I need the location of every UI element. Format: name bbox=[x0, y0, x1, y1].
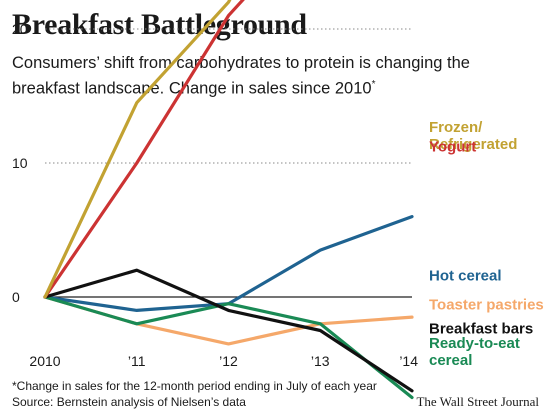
y-tick-label: 0 bbox=[12, 289, 20, 305]
series-line-yogurt bbox=[43, 0, 245, 299]
y-axis-ticks: 40%3020100–10 bbox=[12, 21, 28, 305]
publisher-credit: The Wall Street Journal bbox=[416, 394, 539, 409]
grid-lines bbox=[45, 28, 412, 298]
x-tick-label: ’12 bbox=[219, 353, 238, 369]
y-tick-label: 10 bbox=[12, 155, 28, 171]
series-label: Hot cereal bbox=[429, 268, 502, 285]
x-tick-label: ’14 bbox=[399, 353, 418, 369]
footnote-block: *Change in sales for the 12-month period… bbox=[12, 378, 377, 410]
footnote-text: *Change in sales for the 12-month period… bbox=[12, 379, 377, 393]
x-tick-label: ’11 bbox=[128, 353, 146, 369]
x-tick-label: 2010 bbox=[29, 353, 60, 369]
y-tick-label: 20 bbox=[12, 21, 28, 37]
source-text: Source: Bernstein analysis of Nielsen’s … bbox=[12, 395, 246, 409]
series-label: Ready-to-eat cereal bbox=[429, 335, 520, 369]
series-label: Breakfast bars bbox=[429, 321, 533, 338]
series-label: Yogurt bbox=[429, 139, 476, 156]
chart-title: Breakfast Battleground bbox=[12, 8, 307, 41]
series-line-frozen-refrigerated bbox=[43, 0, 232, 299]
series-label: Frozen/Refrigerated bbox=[429, 119, 517, 153]
series-label: Toaster pastries bbox=[429, 297, 544, 314]
series-line-hot-cereal bbox=[43, 215, 414, 312]
series-lines bbox=[43, 0, 414, 400]
subtitle-footnote-mark: * bbox=[371, 79, 376, 90]
subtitle-text: Consumers’ shift from carbohydrates to p… bbox=[12, 54, 470, 98]
x-axis-ticks: 2010 ’11 ’12 ’13 ’14 bbox=[29, 353, 418, 369]
series-line-ready-to-eat-cereal bbox=[43, 295, 414, 400]
x-tick-label: ’13 bbox=[311, 353, 330, 369]
chart-subtitle: Consumers’ shift from carbohydrates to p… bbox=[12, 52, 542, 100]
series-line-breakfast-bars bbox=[43, 268, 414, 393]
